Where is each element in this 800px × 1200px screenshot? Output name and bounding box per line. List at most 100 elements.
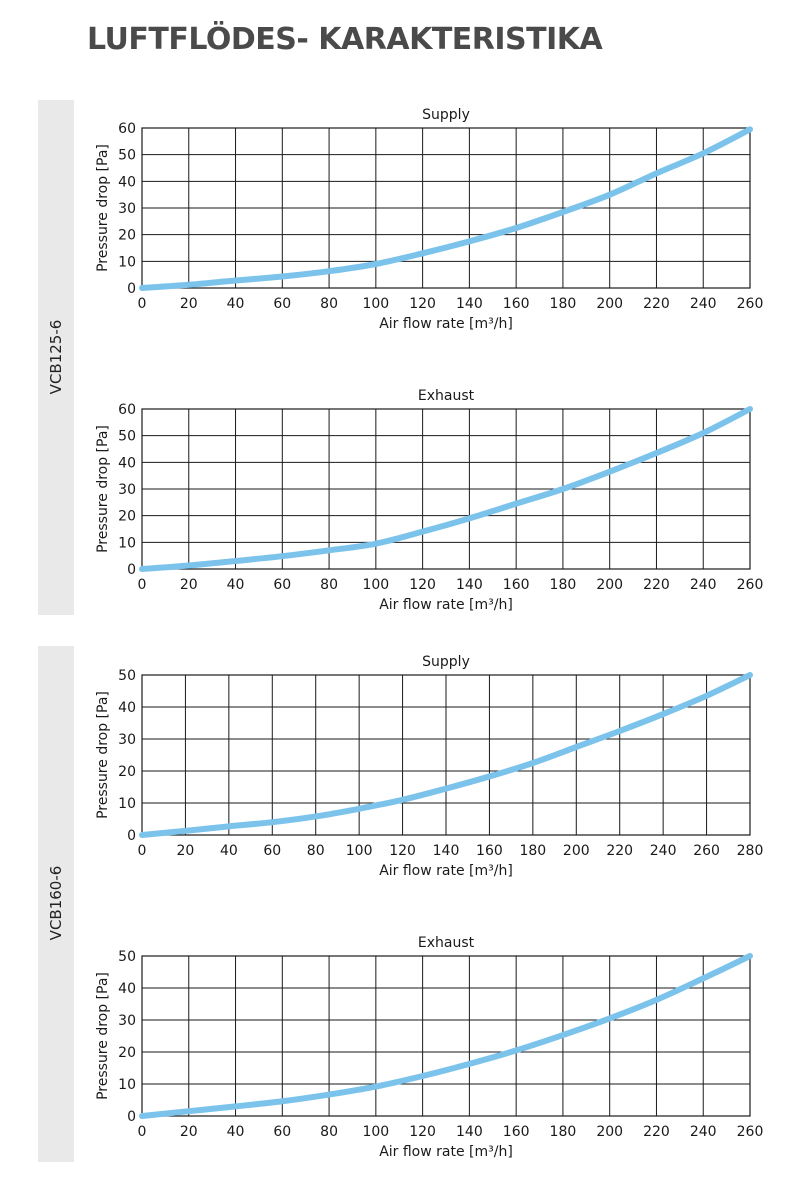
y-tick-label-0: 0 <box>127 1109 136 1125</box>
x-tick-label-40: 40 <box>227 577 245 593</box>
y-axis-label: Pressure drop [Pa] <box>95 144 111 272</box>
y-tick-label-0: 0 <box>127 562 136 578</box>
y-tick-label-20: 20 <box>118 1045 136 1061</box>
y-tick-label-40: 40 <box>118 174 136 190</box>
plot-frame <box>141 408 751 570</box>
y-tick-label-40: 40 <box>118 981 136 997</box>
y-tick-label-50: 50 <box>118 148 136 164</box>
plot-frame <box>141 674 751 836</box>
x-tick-label-240: 240 <box>650 843 677 859</box>
x-axis-label: Air flow rate [m³/h] <box>379 316 513 332</box>
x-tick-label-160: 160 <box>503 296 530 312</box>
x-tick-label-100: 100 <box>362 577 389 593</box>
x-axis-label: Air flow rate [m³/h] <box>379 1144 513 1160</box>
x-tick-label-120: 120 <box>389 843 416 859</box>
x-axis-label: Air flow rate [m³/h] <box>379 597 513 613</box>
y-tick-label-30: 30 <box>118 482 136 498</box>
plot-frame <box>141 127 751 289</box>
x-tick-label-160: 160 <box>503 1124 530 1140</box>
x-tick-label-20: 20 <box>180 577 198 593</box>
chart-vcb125-exhaust: 0 20 40 60 80 100 120 140 160 180 200 220 240 260 0 10 2… <box>95 388 764 613</box>
chart-title: Supply <box>422 654 470 670</box>
y-tick-label-20: 20 <box>118 764 136 780</box>
y-tick-label-20: 20 <box>118 228 136 244</box>
x-tick-label-80: 80 <box>320 296 338 312</box>
y-tick-label-50: 50 <box>118 949 136 965</box>
chart-vcb160-supply: 0 20 40 60 80 100 120 140 160 180 200 220 240 260 280 0… <box>95 654 764 879</box>
x-tick-label-20: 20 <box>180 1124 198 1140</box>
x-tick-label-260: 260 <box>737 1124 764 1140</box>
y-tick-label-0: 0 <box>127 828 136 844</box>
x-tick-label-240: 240 <box>690 1124 717 1140</box>
x-tick-label-100: 100 <box>346 843 373 859</box>
series-line-supply-0 <box>139 126 753 291</box>
x-tick-label-60: 60 <box>273 1124 291 1140</box>
x-tick-label-40: 40 <box>227 296 245 312</box>
y-tick-label-10: 10 <box>118 254 136 270</box>
y-tick-label-30: 30 <box>118 1013 136 1029</box>
x-tick-label-140: 140 <box>433 843 460 859</box>
series-line-supply-0 <box>139 672 753 838</box>
chart-title: Supply <box>422 107 470 123</box>
y-tick-label-10: 10 <box>118 535 136 551</box>
model-band-vcb125 <box>38 100 74 615</box>
x-tick-label-140: 140 <box>456 577 483 593</box>
x-tick-label-200: 200 <box>563 843 590 859</box>
chart-title: Exhaust <box>418 388 475 404</box>
page-title: LUFTFLÖDES- KARAKTERISTIKA <box>87 22 603 57</box>
series-line-exhaust-0 <box>139 953 753 1119</box>
x-tick-label-80: 80 <box>320 1124 338 1140</box>
x-tick-label-20: 20 <box>180 296 198 312</box>
x-tick-label-40: 40 <box>220 843 238 859</box>
x-tick-label-180: 180 <box>550 577 577 593</box>
y-tick-label-10: 10 <box>118 796 136 812</box>
x-tick-label-280: 280 <box>737 843 764 859</box>
x-tick-label-60: 60 <box>273 296 291 312</box>
x-tick-label-0: 0 <box>138 843 147 859</box>
y-tick-label-60: 60 <box>118 402 136 418</box>
x-tick-label-220: 220 <box>643 1124 670 1140</box>
x-tick-label-60: 60 <box>273 577 291 593</box>
x-tick-label-180: 180 <box>550 1124 577 1140</box>
x-tick-label-260: 260 <box>737 577 764 593</box>
x-tick-label-0: 0 <box>138 296 147 312</box>
x-tick-label-120: 120 <box>409 296 436 312</box>
x-tick-label-100: 100 <box>362 296 389 312</box>
model-band-vcb160 <box>38 646 74 1162</box>
y-axis-label: Pressure drop [Pa] <box>95 972 111 1100</box>
x-tick-label-120: 120 <box>409 1124 436 1140</box>
x-tick-label-120: 120 <box>409 577 436 593</box>
x-tick-label-160: 160 <box>476 843 503 859</box>
x-tick-label-0: 0 <box>138 1124 147 1140</box>
x-tick-label-200: 200 <box>596 1124 623 1140</box>
y-axis-label: Pressure drop [Pa] <box>95 691 111 819</box>
y-axis-label: Pressure drop [Pa] <box>95 425 111 553</box>
x-tick-label-240: 240 <box>690 577 717 593</box>
chart-vcb160-exhaust: 0 20 40 60 80 100 120 140 160 180 200 220 240 260 0 10 2… <box>95 935 764 1160</box>
x-tick-label-20: 20 <box>177 843 195 859</box>
x-tick-label-0: 0 <box>138 577 147 593</box>
x-tick-label-160: 160 <box>503 577 530 593</box>
x-tick-label-220: 220 <box>643 577 670 593</box>
x-tick-label-260: 260 <box>693 843 720 859</box>
y-tick-label-40: 40 <box>118 700 136 716</box>
y-tick-label-50: 50 <box>118 668 136 684</box>
x-tick-label-80: 80 <box>307 843 325 859</box>
y-tick-label-40: 40 <box>118 455 136 471</box>
x-tick-label-260: 260 <box>737 296 764 312</box>
x-tick-label-220: 220 <box>643 296 670 312</box>
x-tick-label-140: 140 <box>456 296 483 312</box>
x-tick-label-240: 240 <box>690 296 717 312</box>
y-tick-label-0: 0 <box>127 281 136 297</box>
y-tick-label-20: 20 <box>118 509 136 525</box>
series-line-exhaust-0 <box>139 406 753 572</box>
x-tick-label-140: 140 <box>456 1124 483 1140</box>
y-tick-label-10: 10 <box>118 1077 136 1093</box>
x-tick-label-200: 200 <box>596 577 623 593</box>
plot-frame <box>141 955 751 1117</box>
chart-title: Exhaust <box>418 935 475 951</box>
y-tick-label-50: 50 <box>118 429 136 445</box>
x-tick-label-180: 180 <box>519 843 546 859</box>
x-tick-label-100: 100 <box>362 1124 389 1140</box>
x-tick-label-60: 60 <box>263 843 281 859</box>
